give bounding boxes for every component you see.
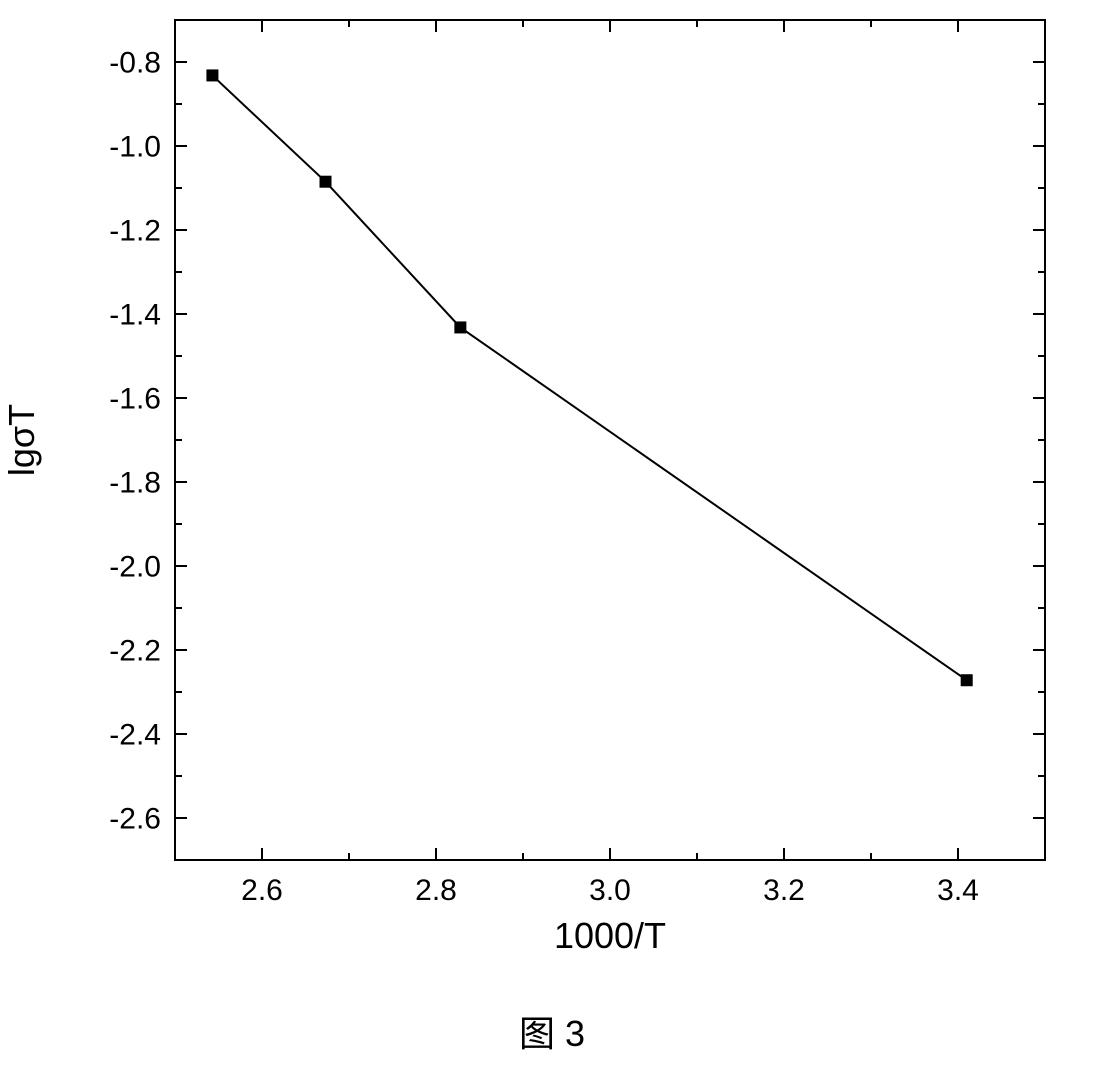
figure-caption-text: 图 3: [519, 1013, 585, 1054]
x-tick-label: 2.8: [415, 874, 457, 907]
y-tick-label: -1.2: [109, 215, 161, 248]
data-marker: [961, 674, 973, 686]
y-tick-label: -0.8: [109, 47, 161, 80]
x-tick-label: 3.4: [937, 874, 979, 907]
chart-svg: 2.6 2.8 3.0 3.2 3.4 -2.6 -2.4 -2.2 -2.0 -1.8 -1.6 -…: [0, 0, 1104, 1081]
y-tick-label: -2.4: [109, 719, 161, 752]
data-marker: [320, 176, 332, 188]
y-tick-label: -1.0: [109, 131, 161, 164]
chart-bg: [0, 0, 1104, 1081]
y-tick-label: -2.2: [109, 635, 161, 668]
data-marker: [454, 321, 466, 333]
y-axis-label: lgσT: [1, 404, 42, 476]
figure-caption: 图 3: [0, 1005, 1104, 1057]
data-marker: [206, 69, 218, 81]
x-tick-label: 2.6: [241, 874, 283, 907]
x-tick-label: 3.2: [763, 874, 805, 907]
y-tick-label: -2.0: [109, 551, 161, 584]
y-tick-label: -1.6: [109, 383, 161, 416]
y-tick-label: -1.4: [109, 299, 161, 332]
y-tick-label: -2.6: [109, 803, 161, 836]
x-tick-label: 3.0: [589, 874, 631, 907]
x-axis-label: 1000/T: [554, 915, 666, 956]
y-tick-label: -1.8: [109, 467, 161, 500]
chart-container: 2.6 2.8 3.0 3.2 3.4 -2.6 -2.4 -2.2 -2.0 -1.8 -1.6 -…: [0, 0, 1104, 1081]
